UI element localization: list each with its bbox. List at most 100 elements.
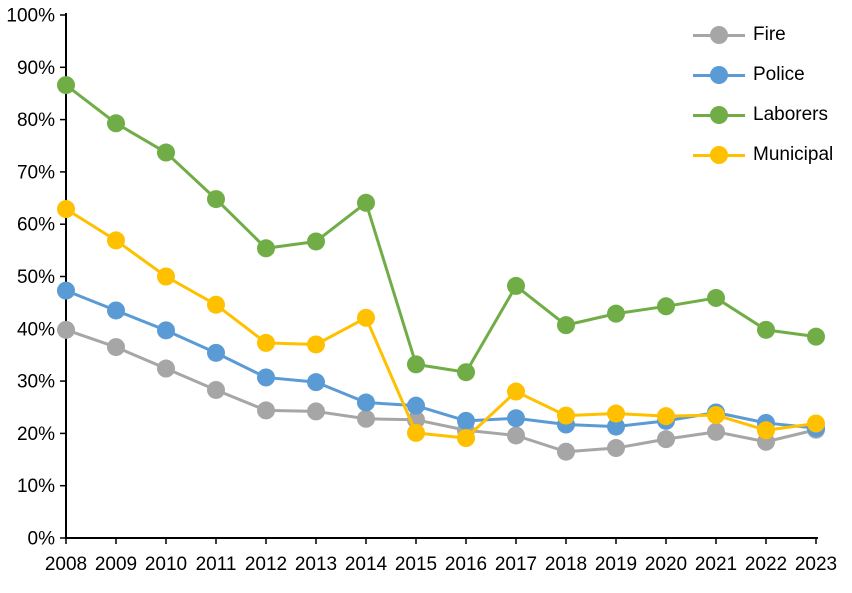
data-point-fire [657,430,675,449]
legend-marker-police [693,65,745,85]
x-tick-label: 2009 [95,554,137,575]
data-point-municipal [407,423,425,442]
data-point-municipal [457,429,475,448]
data-point-laborers [707,288,725,307]
data-point-fire [107,338,125,357]
data-point-fire [607,439,625,458]
data-point-fire [257,401,275,420]
x-tick-label: 2015 [395,554,437,575]
legend-label-police: Police [753,64,805,85]
legend-item-municipal: Municipal [693,135,833,175]
x-tick-label: 2018 [545,554,587,575]
y-tick-label: 30% [17,372,55,393]
data-point-fire [507,426,525,445]
y-tick-label: 70% [17,162,55,183]
x-tick-label: 2014 [345,554,388,575]
series-line-municipal [65,207,817,440]
data-point-municipal [57,200,75,219]
data-point-police [607,417,625,436]
data-point-laborers [807,327,825,346]
data-point-laborers [57,76,75,95]
data-point-police [407,396,425,415]
y-tick-label: 60% [17,215,55,236]
data-point-laborers [457,363,475,382]
data-point-municipal [207,295,225,314]
data-point-police [507,409,525,428]
data-point-police [257,368,275,387]
legend-dot-icon [710,146,728,164]
data-point-fire [57,320,75,339]
x-tick-label: 2023 [795,554,837,575]
data-point-fire [557,442,575,461]
data-point-fire [707,422,725,441]
data-point-laborers [307,232,325,251]
legend-marker-fire [693,25,745,45]
x-tick-label: 2019 [595,554,637,575]
data-point-fire [157,359,175,378]
y-tick-label: 40% [17,319,55,340]
data-point-municipal [507,382,525,401]
x-tick-label: 2013 [295,554,337,575]
data-point-municipal [257,333,275,352]
x-tick-label: 2010 [145,554,187,575]
data-point-municipal [357,308,375,327]
data-point-police [457,411,475,430]
data-point-municipal [557,406,575,425]
data-point-fire [307,402,325,421]
data-point-municipal [807,414,825,433]
x-tick-label: 2022 [745,554,787,575]
data-point-police [107,301,125,320]
data-point-laborers [107,114,125,133]
data-point-municipal [607,404,625,423]
data-point-laborers [207,190,225,209]
data-point-laborers [157,143,175,162]
legend-marker-laborers [693,105,745,125]
data-point-laborers [357,193,375,212]
legend-item-fire: Fire [693,15,833,55]
y-tick-label: 10% [17,476,55,497]
data-point-municipal [157,267,175,286]
data-point-municipal [757,421,775,440]
series-line-laborers [65,83,817,374]
x-tick-label: 2016 [445,554,487,575]
legend-dot-icon [710,66,728,84]
legend-dot-icon [710,26,728,44]
series-line-police [65,289,817,430]
x-tick-label: 2017 [495,554,537,575]
data-point-laborers [557,316,575,335]
data-point-laborers [657,297,675,316]
y-tick-label: 50% [17,267,55,288]
data-point-laborers [507,276,525,295]
data-point-laborers [607,304,625,323]
data-point-laborers [407,355,425,374]
data-point-municipal [657,407,675,426]
x-tick-label: 2011 [196,554,237,575]
data-point-municipal [307,335,325,354]
legend-item-police: Police [693,55,833,95]
data-point-municipal [107,231,125,250]
data-point-laborers [257,239,275,258]
y-tick-label: 100% [6,6,55,27]
legend-dot-icon [710,106,728,124]
data-point-municipal [707,406,725,425]
y-tick-label: 0% [28,529,56,550]
data-point-laborers [757,320,775,339]
data-point-police [57,281,75,300]
y-tick-label: 90% [17,58,55,79]
x-tick-label: 2021 [695,554,737,575]
legend-label-laborers: Laborers [753,104,828,125]
data-point-police [207,343,225,362]
y-tick-label: 20% [17,424,55,445]
data-point-fire [357,409,375,428]
x-tick-label: 2012 [245,554,287,575]
legend-label-municipal: Municipal [753,144,834,165]
series-line-fire [65,328,817,454]
data-point-police [307,373,325,392]
x-tick-label: 2020 [645,554,687,575]
x-tick-label: 2008 [45,554,87,575]
data-point-police [357,393,375,412]
data-point-fire [207,380,225,399]
data-point-police [157,321,175,340]
